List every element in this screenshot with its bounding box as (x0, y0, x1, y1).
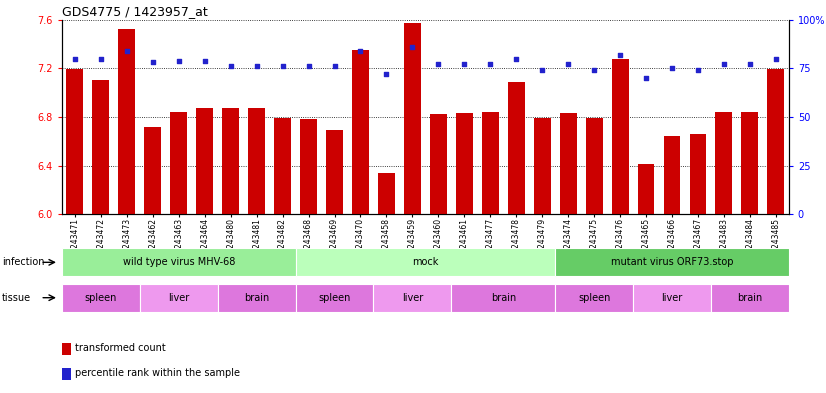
Text: brain: brain (738, 293, 762, 303)
Bar (534, 118, 551, 214)
Bar (404, 23, 420, 214)
Point (458, 61, 471, 68)
Bar (638, 164, 654, 214)
Bar (555, 284, 633, 312)
Point (614, 51, 627, 58)
Point (432, 61, 445, 68)
Point (146, 59, 159, 66)
Text: brain: brain (244, 293, 269, 303)
Bar (482, 112, 499, 214)
Point (666, 65, 679, 72)
Point (535, 67, 548, 73)
Bar (555, 248, 789, 277)
Bar (140, 284, 218, 312)
Bar (218, 284, 296, 312)
Point (302, 63, 316, 70)
Bar (222, 108, 239, 214)
Bar (93, 81, 109, 214)
Bar (373, 284, 451, 312)
Point (94, 55, 107, 62)
Point (691, 67, 705, 73)
Bar (326, 130, 343, 214)
Point (639, 75, 653, 81)
Text: tissue: tissue (2, 293, 31, 303)
Bar (62, 284, 140, 312)
Bar (742, 112, 758, 214)
Bar (197, 108, 213, 214)
Bar (118, 29, 135, 214)
Point (121, 48, 134, 54)
Bar (378, 173, 395, 214)
Text: liver: liver (169, 293, 189, 303)
Point (562, 61, 575, 68)
Point (717, 61, 730, 68)
Point (406, 44, 419, 50)
Text: GDS4775 / 1423957_at: GDS4775 / 1423957_at (62, 6, 207, 18)
Point (328, 63, 341, 70)
Point (276, 63, 289, 70)
Point (510, 55, 523, 62)
Bar (508, 82, 525, 214)
Bar (296, 248, 555, 277)
Bar (611, 59, 629, 214)
Bar (767, 70, 784, 214)
Bar (456, 113, 472, 214)
Point (250, 63, 263, 70)
Point (224, 63, 237, 70)
Bar (145, 127, 161, 214)
Text: wild type virus MHV-68: wild type virus MHV-68 (122, 257, 235, 267)
Text: transformed count: transformed count (75, 343, 166, 353)
Bar (352, 50, 369, 214)
Text: infection: infection (2, 257, 44, 267)
Bar (715, 112, 733, 214)
Bar (296, 284, 373, 312)
Point (172, 57, 185, 64)
Point (769, 55, 782, 62)
Bar (66, 70, 83, 214)
Text: percentile rank within the sample: percentile rank within the sample (75, 368, 240, 378)
Point (198, 57, 211, 64)
Bar (274, 118, 291, 214)
Bar (633, 284, 711, 312)
Bar (62, 248, 296, 277)
Bar (586, 118, 602, 214)
Text: spleen: spleen (578, 293, 610, 303)
Bar (560, 113, 577, 214)
Bar (170, 112, 188, 214)
Text: liver: liver (662, 293, 682, 303)
Bar (663, 136, 681, 214)
Point (743, 61, 757, 68)
Point (380, 71, 393, 77)
Bar (62, 343, 71, 355)
Bar (690, 134, 706, 214)
Text: spleen: spleen (318, 293, 351, 303)
Point (484, 61, 497, 68)
Text: liver: liver (401, 293, 423, 303)
Point (354, 48, 367, 54)
Text: mock: mock (412, 257, 439, 267)
Text: spleen: spleen (85, 293, 117, 303)
Bar (62, 367, 71, 380)
Bar (248, 108, 265, 214)
Point (69, 55, 82, 62)
Bar (711, 284, 789, 312)
Bar (451, 284, 555, 312)
Point (587, 67, 601, 73)
Text: mutant virus ORF73.stop: mutant virus ORF73.stop (610, 257, 733, 267)
Text: brain: brain (491, 293, 516, 303)
Bar (430, 114, 447, 214)
Bar (300, 119, 317, 214)
